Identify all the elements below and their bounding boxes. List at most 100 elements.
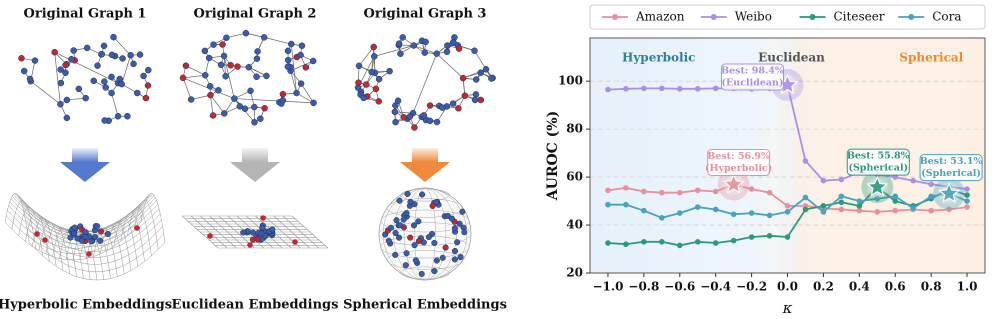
data-point (928, 181, 934, 188)
embedding-point (393, 217, 400, 224)
embedding-point (260, 215, 266, 221)
embedding-point (78, 237, 85, 244)
data-point (694, 239, 701, 245)
graph-node (94, 62, 101, 69)
y-axis-label: AUROC (%) (545, 111, 561, 201)
graph-node (68, 55, 75, 63)
data-point (784, 203, 791, 209)
graph-node (62, 69, 69, 76)
graph-node (449, 100, 457, 107)
embedding-point (451, 247, 459, 255)
graph-node (392, 118, 399, 126)
surface-line (120, 212, 145, 262)
graph-node (472, 91, 480, 98)
sphere-line (386, 250, 464, 270)
surface-line (4, 193, 30, 243)
data-point (892, 193, 899, 200)
graph-node (247, 87, 254, 95)
graph-edge (185, 65, 206, 76)
embedding-point (104, 230, 111, 238)
x-tick-label: −0.4 (700, 280, 731, 294)
embedding-point (82, 233, 89, 240)
graph-node (298, 42, 306, 49)
graph-node (370, 43, 377, 51)
embedding-point (425, 234, 432, 241)
graph-node (355, 79, 362, 86)
data-point (748, 234, 755, 240)
graph-node (433, 50, 440, 57)
graph-node (63, 96, 71, 104)
graph-node (461, 92, 469, 99)
data-point (748, 210, 755, 216)
data-point (910, 177, 916, 184)
graph-edge (113, 36, 131, 56)
embedding-point (459, 208, 466, 215)
graph-node (253, 55, 261, 62)
data-point (694, 204, 701, 210)
graph-edge (248, 66, 267, 77)
embedding-caption: Hyperbolic Embeddings (0, 298, 172, 313)
data-point (712, 85, 719, 92)
graph-edge (371, 46, 375, 73)
data-point (605, 240, 611, 246)
graph-edge (223, 55, 226, 77)
data-point (766, 212, 773, 219)
annotation-text: Best: 56.9% (707, 151, 770, 162)
data-point (820, 203, 827, 209)
graph-node (221, 110, 228, 117)
data-point (856, 198, 863, 204)
graph-node (124, 112, 131, 120)
graph-node (26, 75, 34, 83)
y-tick-label: 40 (566, 218, 583, 232)
graph-node (433, 118, 441, 126)
data-point (964, 192, 970, 198)
graph-node (284, 47, 292, 55)
best-star (722, 172, 745, 194)
embedding-point (431, 239, 438, 247)
graph-node (426, 117, 434, 125)
graph-edge (290, 44, 297, 94)
x-axis-label: κ (782, 299, 793, 317)
graph-node (297, 51, 304, 59)
graph-edge (474, 50, 487, 70)
embedding-point (134, 225, 140, 231)
graph-node (20, 67, 28, 75)
graph-node (293, 89, 300, 97)
graph-node (472, 76, 480, 83)
graph-node (261, 104, 268, 112)
data-point (766, 189, 773, 196)
data-point (730, 211, 737, 218)
graph-node (210, 41, 217, 48)
data-point (928, 193, 934, 200)
graph-node (391, 108, 399, 116)
graph-node (355, 62, 363, 70)
graph-node (215, 87, 222, 94)
graph-node (386, 67, 393, 75)
sphere (378, 187, 472, 281)
sphere-line (386, 198, 464, 218)
surface-line (106, 221, 132, 271)
embedding-point (403, 250, 410, 257)
data-point (766, 233, 773, 239)
data-point (694, 86, 701, 92)
graph-node (209, 112, 217, 119)
euclidean-plane (181, 215, 329, 249)
graph-node (444, 42, 451, 49)
y-tick-label: 60 (566, 170, 583, 184)
graph-node (245, 64, 253, 71)
embedding-point (412, 257, 419, 264)
embedding-point (240, 229, 247, 236)
data-point (802, 206, 809, 213)
data-point (802, 158, 809, 164)
embedding-point (454, 239, 461, 246)
graph-node (206, 82, 214, 90)
graph-node (57, 79, 65, 87)
embedding-point (410, 222, 418, 229)
embedding-point (407, 198, 414, 205)
embedding-point (247, 242, 253, 248)
data-point (676, 210, 683, 216)
embedding-point (97, 228, 105, 235)
region-label: Hyperbolic (622, 51, 695, 65)
graph-node (302, 64, 310, 71)
graph-node (443, 48, 451, 56)
